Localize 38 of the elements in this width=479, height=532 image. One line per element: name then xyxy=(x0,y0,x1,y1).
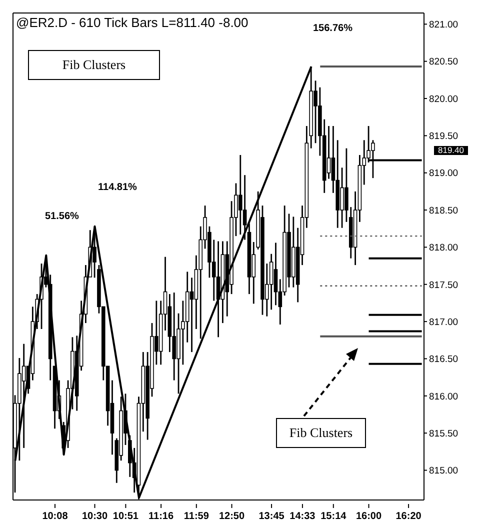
y-tick-label: 815.00 xyxy=(429,466,458,477)
text: 819.40 xyxy=(434,145,468,155)
candlestick xyxy=(336,139,340,229)
annotation: 156.76% xyxy=(313,23,352,34)
x-tick-label: 13:45 xyxy=(258,511,285,522)
candlestick xyxy=(274,242,278,306)
x-tick-label: 16:00 xyxy=(356,511,382,522)
y-tick-label: 818.50 xyxy=(429,205,458,216)
y-tick-label: 820.50 xyxy=(429,56,458,68)
candlestick xyxy=(326,125,331,180)
x-tick-label: 11:16 xyxy=(148,511,174,522)
chart-title: @ER2.D - 610 Tick Bars L=811.40 -8.00 xyxy=(16,15,248,30)
x-tick-label: 16:20 xyxy=(396,511,422,522)
y-tick-label: 819.50 xyxy=(429,131,458,142)
y-tick-label: 818.00 xyxy=(429,242,458,254)
x-tick-label: 10:51 xyxy=(112,511,139,522)
x-tick-label: 10:08 xyxy=(42,511,68,522)
y-tick-label: 819.00 xyxy=(429,168,458,180)
annotation: 114.81% xyxy=(98,182,137,193)
y-tick-label: 817.50 xyxy=(429,280,458,291)
x-tick-label: 10:30 xyxy=(82,511,108,522)
y-tick-label: 817.00 xyxy=(429,316,458,328)
y-tick-label: 821.00 xyxy=(429,20,458,31)
y-tick-label: 820.00 xyxy=(429,94,458,105)
y-tick-label: 815.50 xyxy=(429,428,458,440)
x-tick-label: 14:33 xyxy=(290,511,316,522)
x-tick-label: 12:50 xyxy=(218,511,245,522)
x-tick-label: 15:14 xyxy=(320,511,347,522)
candlestick xyxy=(247,222,252,295)
candlestick xyxy=(242,174,247,240)
y-tick-label: 816.00 xyxy=(429,391,458,402)
candlestick xyxy=(18,357,22,462)
candlestick xyxy=(22,343,26,449)
candlestick xyxy=(269,253,274,310)
annotation: 51.56% xyxy=(45,211,79,222)
y-tick-label: 816.50 xyxy=(429,354,458,366)
candlestick xyxy=(238,154,242,236)
x-tick-label: 11:59 xyxy=(184,511,210,522)
